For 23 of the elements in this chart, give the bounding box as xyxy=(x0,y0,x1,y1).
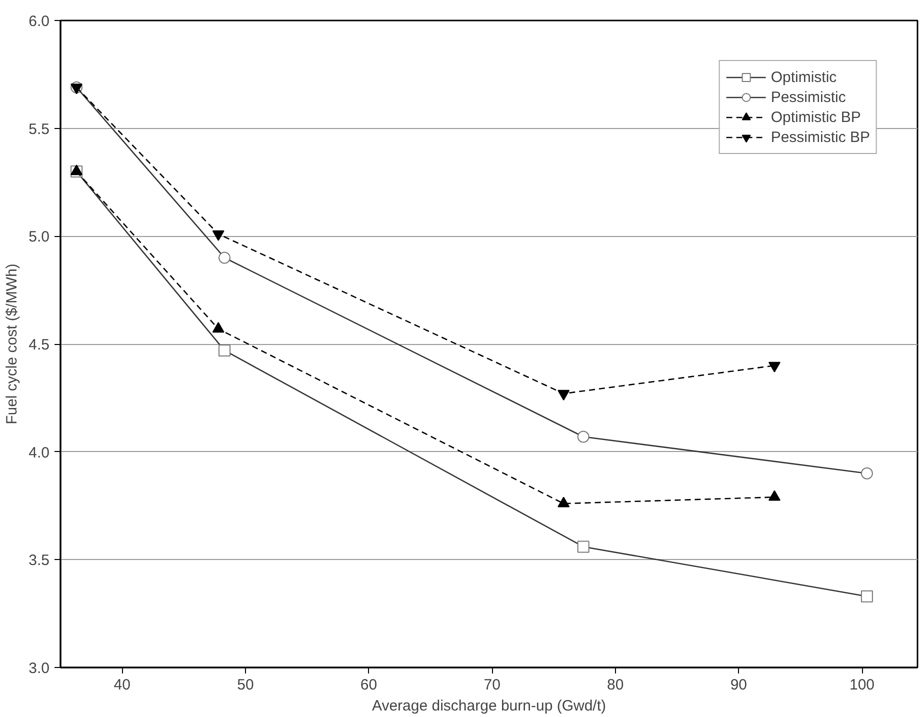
legend-label: Optimistic xyxy=(770,68,837,86)
y-tick-label: 6.0 xyxy=(28,13,50,30)
x-tick-label: 90 xyxy=(730,676,748,694)
point xyxy=(768,490,780,501)
legend-label: Pessimistic BP xyxy=(770,128,870,146)
x-tick-label: 50 xyxy=(237,676,254,694)
x-tick-label: 70 xyxy=(484,676,500,694)
y-tick-label: 3.5 xyxy=(28,552,50,570)
x-tick-label: 100 xyxy=(849,676,875,694)
x-tick-label: 40 xyxy=(114,676,130,694)
point xyxy=(212,322,224,333)
y-tick-label: 5.0 xyxy=(28,228,50,246)
x-tick-label: 80 xyxy=(607,676,624,694)
y-axis-title: Fuel cycle cost ($/MWh) xyxy=(4,264,21,424)
x-axis-title: Average discharge burn-up (Gwd/t) xyxy=(372,698,606,714)
legend-label: Optimistic BP xyxy=(770,108,861,126)
point xyxy=(558,496,570,508)
legend-label: Pessimistic xyxy=(770,88,846,106)
y-tick-label: 4.0 xyxy=(28,444,50,462)
y-tick-label: 3.0 xyxy=(28,660,50,677)
x-tick-label: 60 xyxy=(360,676,378,694)
y-tick-label: 5.5 xyxy=(28,120,50,138)
y-tick-label: 4.5 xyxy=(28,336,50,354)
